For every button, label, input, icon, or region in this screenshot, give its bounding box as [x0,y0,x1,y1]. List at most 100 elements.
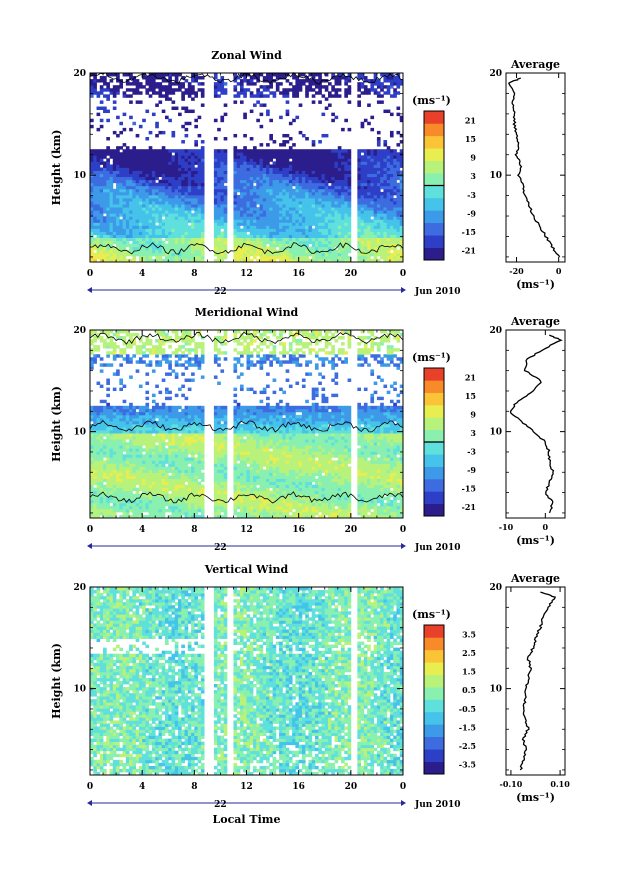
heatmap-cell [364,219,368,222]
heatmap-cell [149,469,153,472]
heatmap-cell [273,216,277,219]
heatmap-cell [175,174,179,177]
heatmap-cell [390,94,394,97]
heatmap-cell [113,152,117,155]
heatmap-cell [328,238,332,241]
heatmap-cell [139,238,143,241]
heatmap-cell [243,201,247,204]
heatmap-cell [136,100,140,103]
heatmap-cell [237,94,241,97]
heatmap-cell [357,85,361,88]
heatmap-cell [312,94,316,97]
heatmap-cell [367,256,371,259]
heatmap-cell [240,232,244,235]
heatmap-cell [269,225,273,228]
heatmap-cell [383,225,387,228]
heatmap-cell [116,445,120,448]
heatmap-cell [110,509,114,512]
heatmap-cell [217,128,221,131]
heatmap-cell [237,171,241,174]
heatmap-cell [273,186,277,189]
heatmap-cell [103,110,107,113]
heatmap-cell [390,134,394,137]
heatmap-cell [100,454,104,457]
heatmap-cell [328,103,332,106]
heatmap-cell [233,174,237,177]
heatmap-cell [263,241,267,244]
heatmap-cell [266,174,270,177]
heatmap-cell [282,235,286,238]
heatmap-cell [129,232,133,235]
heatmap-cell [266,189,270,192]
heatmap-cell [269,210,273,213]
heatmap-cell [256,210,260,213]
heatmap-cell [224,155,228,158]
heatmap-cell [132,433,136,436]
heatmap-cell [113,168,117,171]
heatmap-cell [240,85,244,88]
heatmap-cell [269,180,273,183]
heatmap-cell [168,97,172,100]
heatmap-cell [100,247,104,250]
heatmap-cell [168,216,172,219]
heatmap-cell [136,152,140,155]
heatmap-cell [224,256,228,259]
heatmap-cell [129,488,133,491]
heatmap-cell [292,158,296,161]
heatmap-cell [357,183,361,186]
heatmap-cell [263,235,267,238]
heatmap-cell [100,189,104,192]
heatmap-cell [370,177,374,180]
heatmap-cell [93,241,97,244]
heatmap-cell [145,177,149,180]
heatmap-cell [260,113,264,116]
heatmap-cell [263,180,267,183]
heatmap-cell [132,482,136,485]
heatmap-cell [302,201,306,204]
heatmap-cell [139,225,143,228]
heatmap-cell [126,357,130,360]
heatmap-cell [377,253,381,256]
heatmap-cell [263,76,267,79]
heatmap-cell [260,85,264,88]
heatmap-cell [152,457,156,460]
heatmap-cell [113,158,117,161]
heatmap-cell [162,73,166,76]
heatmap-cell [188,122,192,125]
heatmap-cell [100,363,104,366]
heatmap-cell [341,155,345,158]
heatmap-cell [380,82,384,85]
heatmap-cell [341,210,345,213]
heatmap-cell [224,195,228,198]
heatmap-cell [165,232,169,235]
heatmap-cell [123,421,127,424]
heatmap-cell [361,256,365,259]
heatmap-cell [198,219,202,222]
heatmap-cell [129,406,133,409]
heatmap-cell [335,116,339,119]
heatmap-cell [113,94,117,97]
heatmap-cell [335,192,339,195]
heatmap-cell [185,228,189,231]
heatmap-cell [191,238,195,241]
heatmap-cell [256,189,260,192]
heatmap-cell [185,222,189,225]
heatmap-cell [250,198,254,201]
heatmap-cell [90,351,94,354]
heatmap-cell [106,430,110,433]
heatmap-cell [263,168,267,171]
heatmap-cell [119,494,123,497]
heatmap-cell [168,219,172,222]
heatmap-cell [113,210,117,213]
heatmap-cell [312,235,316,238]
heatmap-cell [240,207,244,210]
heatmap-cell [302,180,306,183]
heatmap-cell [273,207,277,210]
heatmap-cell [361,192,365,195]
heatmap-cell [119,201,123,204]
heatmap-cell [149,409,153,412]
heatmap-cell [387,85,391,88]
y-tick-label: 20 [73,69,86,79]
heatmap-cell [253,207,257,210]
heatmap-cell [247,250,251,253]
